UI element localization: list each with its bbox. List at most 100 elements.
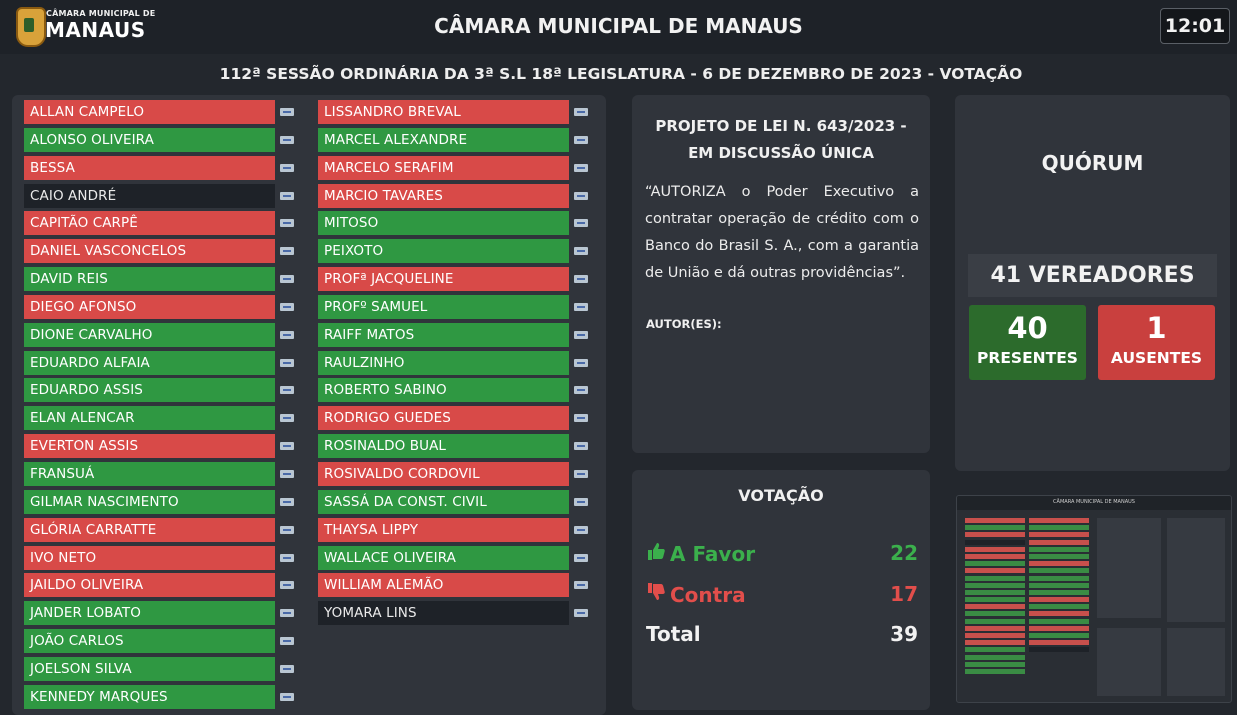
preview-row: [965, 582, 1025, 588]
preview-row: [965, 661, 1025, 667]
preview-row: [965, 575, 1025, 581]
party-flag-icon: [280, 664, 294, 673]
party-flag-icon: [280, 497, 294, 506]
screen-preview-thumbnail: CÂMARA MUNICIPAL DE MANAUS: [956, 495, 1232, 703]
party-flag-icon: [280, 553, 294, 562]
councilor-name: IVO NETO: [24, 545, 275, 570]
councilor-name: RAULZINHO: [318, 350, 569, 375]
present-count: 40: [1007, 311, 1048, 345]
preview-row: [965, 654, 1025, 660]
councilor-row: FRANSUÁ: [24, 461, 304, 486]
councilor-name: SASSÁ DA CONST. CIVIL: [318, 489, 569, 514]
councilor-row: SASSÁ DA CONST. CIVIL: [318, 489, 598, 514]
councilor-row: WALLACE OLIVEIRA: [318, 545, 598, 570]
total-label: Total: [646, 622, 701, 646]
quorum-title: QUÓRUM: [1041, 151, 1144, 175]
councilor-row: RAIFF MATOS: [318, 322, 598, 347]
councilor-row: IVO NETO: [24, 545, 304, 570]
councilor-row: ROSIVALDO CORDOVIL: [318, 461, 598, 486]
councilor-row: CAPITÃO CARPÊ: [24, 211, 304, 236]
party-flag-icon: [574, 442, 588, 451]
councilor-row: WILLIAM ALEMÃO: [318, 573, 598, 598]
party-flag-icon: [280, 637, 294, 646]
councilor-name: DIEGO AFONSO: [24, 294, 275, 319]
councilor-name: DIONE CARVALHO: [24, 322, 275, 347]
absent-count: 1: [1146, 311, 1167, 345]
councilor-name: JANDER LOBATO: [24, 601, 275, 626]
councilor-name: WALLACE OLIVEIRA: [318, 545, 569, 570]
preview-row: [965, 561, 1025, 567]
preview-row: [1029, 561, 1089, 567]
party-flag-icon: [574, 581, 588, 590]
councilor-name: CAIO ANDRÉ: [24, 183, 275, 208]
preview-row: [965, 546, 1025, 552]
councilor-name: KENNEDY MARQUES: [24, 684, 275, 709]
favor-count: 22: [890, 541, 918, 565]
party-flag-icon: [280, 135, 294, 144]
party-flag-icon: [574, 330, 588, 339]
party-flag-icon: [280, 191, 294, 200]
preview-row: [1029, 553, 1089, 559]
preview-row: [965, 568, 1025, 574]
logo-title: MANAUS: [45, 18, 146, 42]
party-flag-icon: [574, 108, 588, 116]
party-flag-icon: [574, 247, 588, 256]
councilor-row: MARCELO SERAFIM: [318, 155, 598, 180]
header-bar: CÂMARA MUNICIPAL DE MANAUS CÂMARA MUNICI…: [0, 0, 1237, 54]
councilor-row: THAYSA LIPPY: [318, 517, 598, 542]
party-flag-icon: [574, 414, 588, 423]
councilor-name: RODRIGO GUEDES: [318, 406, 569, 431]
party-flag-icon: [280, 330, 294, 339]
preview-column-2: [1029, 518, 1089, 655]
party-flag-icon: [574, 386, 588, 395]
project-description: “AUTORIZA o Poder Executivo a contratar …: [645, 184, 919, 281]
councilor-name: EDUARDO ASSIS: [24, 378, 275, 403]
preview-title: CÂMARA MUNICIPAL DE MANAUS: [1053, 499, 1135, 505]
present-box: 40 PRESENTES: [969, 305, 1086, 380]
councilor-name: ALLAN CAMPELO: [24, 100, 275, 124]
contra-row: Contra 17: [646, 582, 918, 610]
councilor-row: ALLAN CAMPELO: [24, 100, 304, 124]
councilor-name: CAPITÃO CARPÊ: [24, 211, 275, 236]
party-flag-icon: [280, 275, 294, 284]
thumbs-up-icon: [646, 541, 666, 566]
voting-panel: VOTAÇÃO A Favor 22 Contra 17 Total 39: [632, 470, 930, 710]
authors-label: AUTOR(ES):: [646, 317, 722, 331]
councilor-row: MARCEL ALEXANDRE: [318, 127, 598, 152]
present-label: PRESENTES: [977, 349, 1078, 367]
councilor-name: DAVID REIS: [24, 267, 275, 292]
councilor-row: EVERTON ASSIS: [24, 434, 304, 459]
party-flag-icon: [280, 692, 294, 701]
councilor-name: GLÓRIA CARRATTE: [24, 517, 275, 542]
councilor-name: PEIXOTO: [318, 239, 569, 264]
councilor-row: DIONE CARVALHO: [24, 322, 304, 347]
councilor-name: WILLIAM ALEMÃO: [318, 573, 569, 598]
party-flag-icon: [280, 442, 294, 451]
preview-project-box: [1097, 518, 1161, 618]
preview-row: [1029, 525, 1089, 531]
councilor-name: ALONSO OLIVEIRA: [24, 127, 275, 152]
party-flag-icon: [574, 525, 588, 534]
preview-row: [1029, 539, 1089, 545]
councilor-row: DAVID REIS: [24, 267, 304, 292]
councilor-name: MITOSO: [318, 211, 569, 236]
councilors-column-2: LISSANDRO BREVAL MARCEL ALEXANDRE MARCELO …: [318, 100, 598, 629]
party-flag-icon: [574, 135, 588, 144]
party-flag-icon: [280, 386, 294, 395]
preview-quorum-box: [1167, 518, 1225, 622]
councilor-row: YOMARA LINS: [318, 601, 598, 626]
councilor-row: MARCIO TAVARES: [318, 183, 598, 208]
preview-row: [1029, 640, 1089, 646]
preview-row: [965, 532, 1025, 538]
party-flag-icon: [574, 302, 588, 311]
councilor-row: EDUARDO ALFAIA: [24, 350, 304, 375]
councilors-panel: ALLAN CAMPELO ALONSO OLIVEIRA BESSA CAIO AN…: [12, 95, 606, 715]
absent-box: 1 AUSENTES: [1098, 305, 1215, 380]
preview-thumb-box: [1167, 628, 1225, 696]
coat-of-arms-icon: [16, 7, 46, 47]
councilor-row: BESSA: [24, 155, 304, 180]
councilor-row: CAIO ANDRÉ: [24, 183, 304, 208]
party-flag-icon: [574, 275, 588, 284]
councilor-row: GLÓRIA CARRATTE: [24, 517, 304, 542]
party-flag-icon: [280, 609, 294, 618]
